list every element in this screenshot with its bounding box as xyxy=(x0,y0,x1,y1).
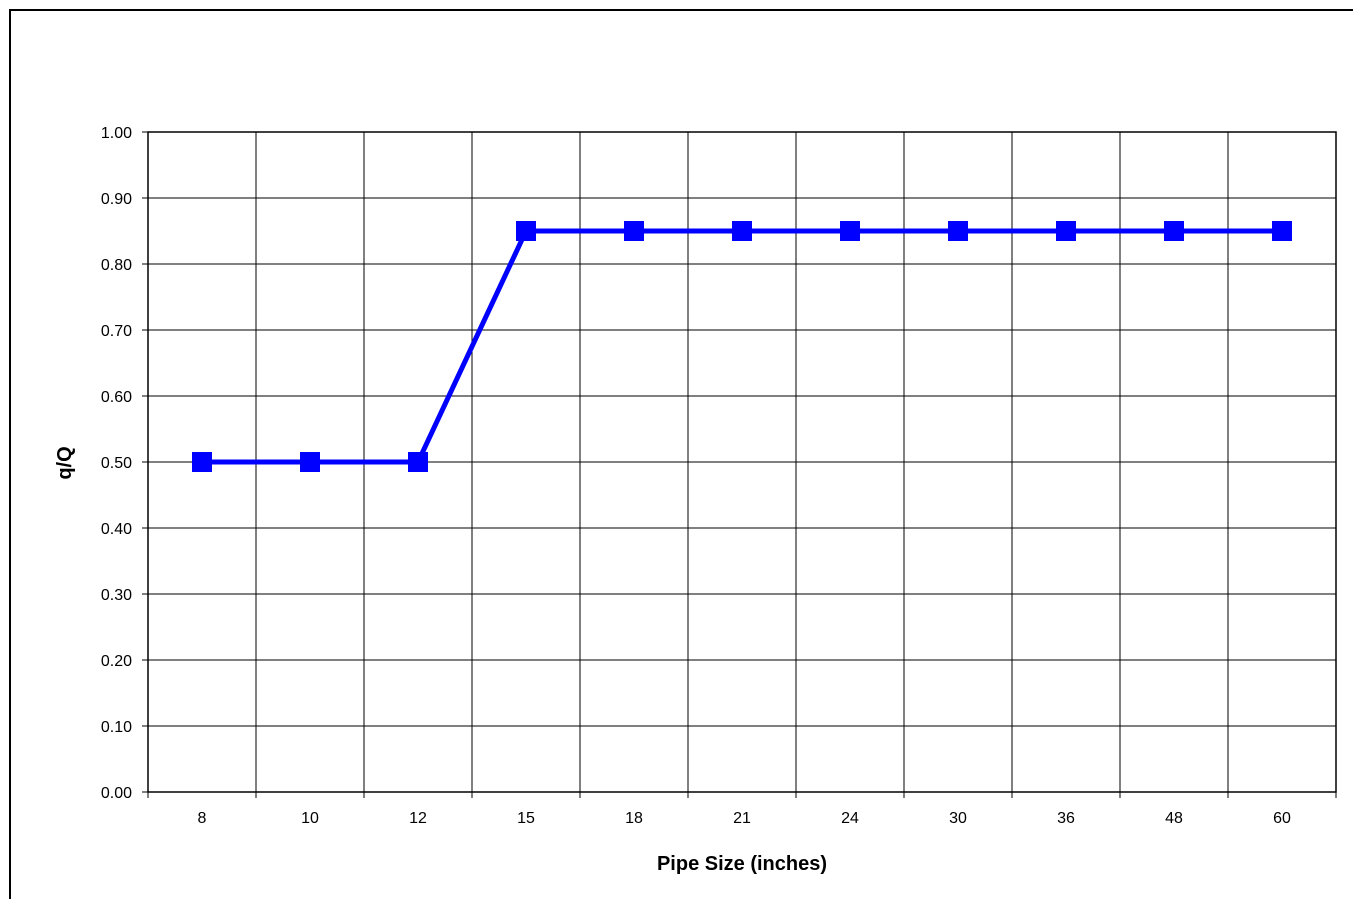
chart-frame: 0.00 0.10 0.20 0.30 0.40 0.50 0.60 0.70 0.80 0.90… xyxy=(9,9,1353,899)
y-tick-label: 1.00 xyxy=(101,125,132,142)
data-point-marker xyxy=(732,221,752,241)
y-tick-label: 0.60 xyxy=(101,389,132,406)
y-tick-label: 0.90 xyxy=(101,191,132,208)
data-point-marker xyxy=(1056,221,1076,241)
x-tick-label: 18 xyxy=(625,810,643,827)
plot-border xyxy=(147,131,1337,793)
y-tick-label: 0.20 xyxy=(101,653,132,670)
x-axis-title: Pipe Size (inches) xyxy=(657,853,827,875)
data-point-marker xyxy=(408,452,428,472)
x-tick-label: 12 xyxy=(409,810,427,827)
data-point-marker xyxy=(300,452,320,472)
x-tick-label: 15 xyxy=(517,810,535,827)
x-tick-label: 60 xyxy=(1273,810,1291,827)
x-tick-label: 48 xyxy=(1165,810,1183,827)
x-tick-label: 8 xyxy=(198,810,207,827)
x-tick-label: 30 xyxy=(949,810,967,827)
x-tick-label: 10 xyxy=(301,810,319,827)
data-point-marker xyxy=(516,221,536,241)
y-tick-label: 0.30 xyxy=(101,587,132,604)
y-axis-title: q/Q xyxy=(54,446,76,479)
data-point-marker xyxy=(948,221,968,241)
y-tick-label: 0.70 xyxy=(101,323,132,340)
x-tick-label: 36 xyxy=(1057,810,1075,827)
data-point-marker xyxy=(1272,221,1292,241)
y-tick-label: 0.10 xyxy=(101,719,132,736)
y-tick-label: 0.80 xyxy=(101,257,132,274)
x-tick-label: 24 xyxy=(841,810,859,827)
y-tick-label: 0.00 xyxy=(101,785,132,802)
y-tick-label: 0.50 xyxy=(101,455,132,472)
data-point-marker xyxy=(1164,221,1184,241)
y-tick-label: 0.40 xyxy=(101,521,132,538)
line-chart: 0.00 0.10 0.20 0.30 0.40 0.50 0.60 0.70 0.80 0.90… xyxy=(54,125,1337,875)
data-point-marker xyxy=(840,221,860,241)
data-point-marker xyxy=(624,221,644,241)
data-point-marker xyxy=(192,452,212,472)
x-tick-label: 21 xyxy=(733,810,751,827)
